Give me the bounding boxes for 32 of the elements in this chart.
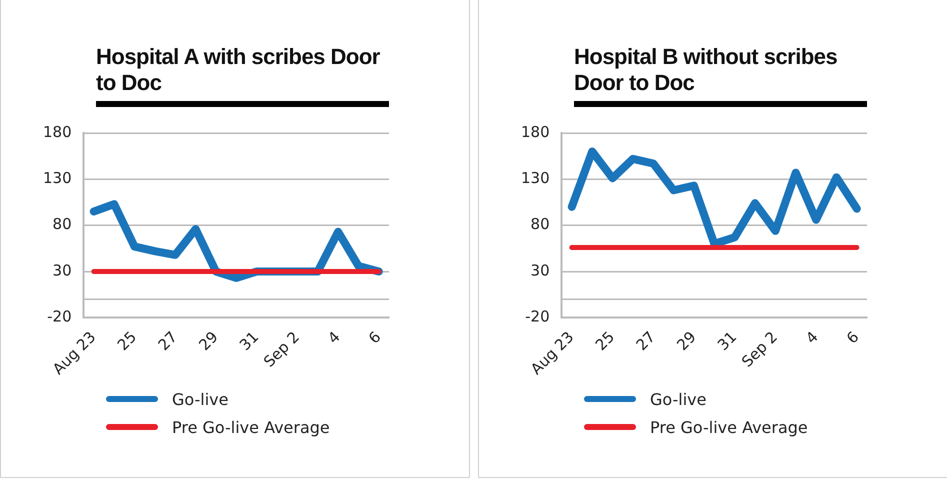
x-tick-label: 25 (592, 328, 618, 354)
x-tick-label: 29 (673, 328, 700, 354)
x-tick-label: 27 (154, 328, 181, 354)
y-tick-label: 130 (520, 169, 550, 188)
x-tick-label: 27 (632, 328, 659, 354)
y-tick-label: 130 (42, 169, 72, 188)
y-tick-label: -20 (47, 308, 72, 326)
x-tick-label: Sep 2 (738, 328, 781, 371)
chart-title: Hospital A with scribes Door to Doc (96, 44, 381, 96)
chart-title: Hospital B without scribes Door to Doc (574, 44, 838, 96)
y-tick-label: 30 (530, 261, 550, 280)
x-tick-label: 29 (195, 328, 222, 354)
x-tick-label: 6 (364, 328, 384, 348)
legend-label: Go-live (172, 390, 228, 408)
y-tick-label: 80 (52, 215, 72, 234)
y-tick-label: 30 (52, 261, 72, 280)
legend-label: Go-live (650, 390, 706, 408)
y-tick-label: -20 (525, 308, 550, 326)
x-tick-label: 4 (802, 328, 822, 348)
x-tick-label: 25 (114, 328, 140, 354)
x-tick-label: Sep 2 (260, 328, 303, 371)
x-tick-label: 31 (714, 328, 740, 354)
legend-label: Pre Go-live Average (172, 418, 330, 436)
y-tick-label: 180 (42, 122, 72, 141)
x-tick-label: 31 (236, 328, 262, 354)
legend-label: Pre Go-live Average (650, 418, 808, 436)
y-tick-label: 180 (520, 122, 550, 141)
x-tick-label: 6 (842, 328, 862, 348)
x-tick-label: Aug 23 (527, 328, 578, 378)
y-tick-label: 80 (530, 215, 550, 234)
x-tick-label: 4 (324, 328, 344, 348)
x-tick-label: Aug 23 (49, 328, 100, 378)
